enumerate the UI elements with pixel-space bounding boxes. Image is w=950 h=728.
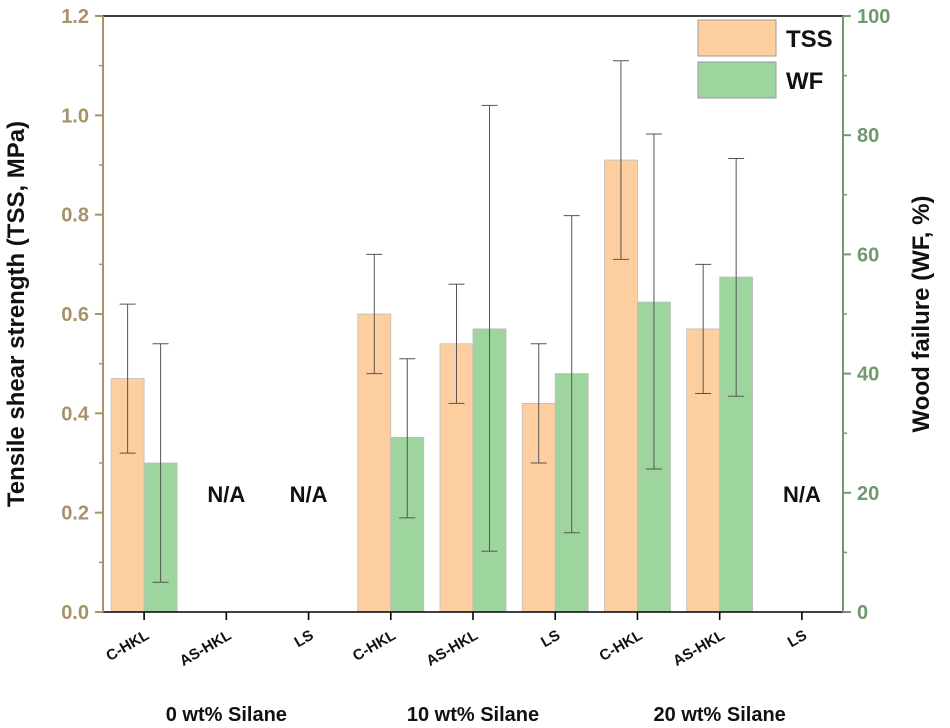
y-left-tick-label: 0.4 [61,403,90,425]
x-tick-label: LS [785,627,810,651]
y-left-axis-title: Tensile shear strength (TSS, MPa) [3,121,30,507]
group-label: 20 wt% Silane [654,704,786,726]
legend: TSS WF [697,19,833,99]
y-left-tick-label: 0.8 [61,205,89,227]
x-tick-label: AS-HKL [423,627,481,670]
x-tick-label: AS-HKL [670,627,728,670]
y-right-tick-label: 0 [857,602,868,624]
y-right-tick-label: 40 [857,364,879,386]
group-label: 10 wt% Silane [407,704,539,726]
y-left-tick-label: 1.2 [61,6,89,28]
x-tick-label: LS [291,627,316,651]
y-right-tick-label: 80 [857,125,879,147]
na-label: N/A [290,482,328,507]
legend-label-tss: TSS [786,26,833,53]
group-label: 0 wt% Silane [166,704,287,726]
x-tick-label: C-HKL [597,627,646,665]
error-bars-layer [119,60,745,583]
y-right-tick-label: 60 [857,244,879,266]
legend-swatch-tss [697,19,777,57]
y-right-tick-label: 20 [857,483,879,505]
y-left-tick-label: 0.6 [61,304,89,326]
x-tick-label: AS-HKL [177,627,235,670]
axes-layer: 0.0 0.2 0.4 0.6 0.8 1.0 1.2 0 20 40 60 80 100 [61,6,890,624]
bars-layer [110,159,754,613]
x-tick-label: C-HKL [350,627,399,665]
legend-label-wf: WF [786,68,823,95]
na-label: N/A [783,482,821,507]
y-left-tick-label: 0.0 [61,602,89,624]
x-tick-label: LS [538,627,563,651]
y-right-tick-label: 100 [857,6,890,28]
legend-swatch-wf [697,61,777,99]
y-right-axis-title: Wood failure (WF, %) [908,196,935,433]
x-tick-label: C-HKL [103,627,152,665]
na-label: N/A [207,482,245,507]
y-left-tick-label: 0.2 [61,503,89,525]
y-left-tick-label: 1.0 [61,105,89,127]
